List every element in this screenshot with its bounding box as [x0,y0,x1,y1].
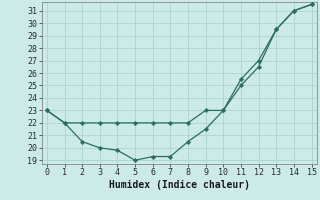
X-axis label: Humidex (Indice chaleur): Humidex (Indice chaleur) [109,180,250,190]
